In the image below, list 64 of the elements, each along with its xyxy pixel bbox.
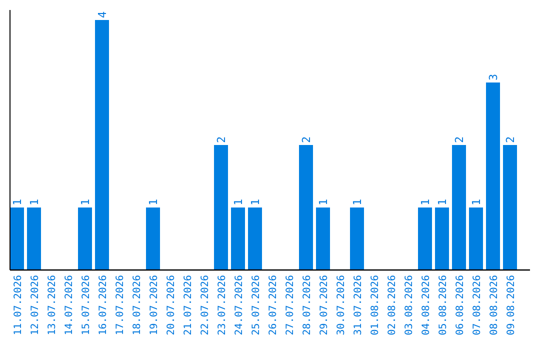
x-tick-label: 02.08.2026 [387,275,398,336]
data-label: 2 [504,136,517,143]
x-tick-label: 25.07.2026 [251,275,262,336]
x-tick-label: 13.07.2026 [47,275,58,336]
x-tick-label: 05.08.2026 [438,275,449,336]
bar [299,145,313,270]
x-tick-label: 22.07.2026 [200,275,211,336]
x-tick-label: 04.08.2026 [421,275,432,336]
x-tick-label: 03.08.2026 [404,275,415,336]
x-tick-label: 11.07.2026 [13,275,24,336]
x-tick-label: 16.07.2026 [98,275,109,336]
data-label: 2 [215,136,228,143]
x-tick-label: 21.07.2026 [183,275,194,336]
data-label: 2 [453,136,466,143]
data-label: 1 [436,198,449,206]
bar [418,208,432,270]
bar [350,208,364,270]
bar [10,208,24,270]
x-tick-label: 28.07.2026 [302,275,313,336]
x-tick-label: 17.07.2026 [115,275,126,336]
x-tick-label: 07.08.2026 [472,275,483,336]
bar [78,208,92,270]
bar [316,208,330,270]
bar [248,208,262,270]
data-label: 1 [317,198,330,206]
x-tick-label: 26.07.2026 [268,275,279,336]
x-tick-label: 14.07.2026 [64,275,75,336]
bar [214,145,228,270]
x-tick-label: 15.07.2026 [81,275,92,336]
x-tick-label: 08.08.2026 [489,275,500,336]
bar [486,82,500,270]
x-tick-label: 30.07.2026 [336,275,347,336]
x-tick-label: 09.08.2026 [506,275,517,336]
data-label: 1 [470,198,483,206]
bar [503,145,517,270]
data-label: 1 [249,198,262,206]
x-tick-label: 18.07.2026 [132,275,143,336]
data-label: 1 [28,198,41,206]
x-tick-label: 27.07.2026 [285,275,296,336]
data-label: 2 [300,136,313,143]
data-label: 1 [11,198,24,206]
x-tick-label: 31.07.2026 [353,275,364,336]
x-tick-label: 20.07.2026 [166,275,177,336]
x-tick-label: 12.07.2026 [30,275,41,336]
bar [435,208,449,270]
bar [27,208,41,270]
x-tick-label: 06.08.2026 [455,275,466,336]
data-label: 3 [487,74,500,80]
data-label: 1 [419,198,432,206]
bar [231,208,245,270]
data-label: 1 [351,198,364,206]
x-tick-label: 19.07.2026 [149,275,160,336]
x-tick-label: 29.07.2026 [319,275,330,336]
data-label: 1 [147,198,160,206]
bar [469,208,483,270]
data-label: 1 [232,198,245,206]
x-tick-label: 24.07.2026 [234,275,245,336]
data-label: 4 [96,11,109,18]
bar [95,20,109,270]
x-tick-label: 01.08.2026 [370,275,381,336]
bar [452,145,466,270]
x-tick-label: 23.07.2026 [217,275,228,336]
bar [146,208,160,270]
data-label: 1 [79,198,92,206]
